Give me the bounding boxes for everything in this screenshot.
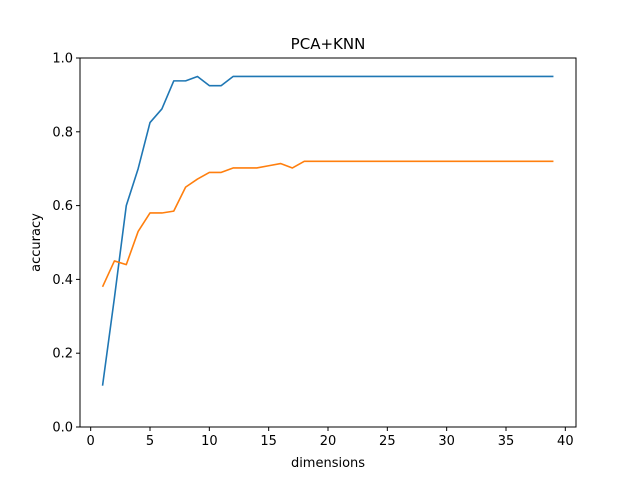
x-tick-label: 15 <box>260 434 277 449</box>
series-2-line <box>101 160 554 288</box>
y-tick-label: 0.6 <box>52 199 73 214</box>
series-1-line <box>101 75 554 386</box>
x-ticks: 0 5 10 15 20 25 30 35 40 <box>87 427 574 449</box>
plot-area <box>101 75 554 386</box>
x-axis-label: dimensions <box>291 456 365 471</box>
y-tick-label: 0.8 <box>52 125 73 140</box>
x-tick-label: 0 <box>87 434 95 449</box>
x-tick-label: 10 <box>201 434 218 449</box>
x-tick-label: 40 <box>557 434 574 449</box>
x-tick-label: 35 <box>498 434 515 449</box>
y-tick-label: 0.4 <box>52 273 73 288</box>
y-tick-label: 1.0 <box>52 52 73 67</box>
plot-frame <box>79 57 577 428</box>
y-tick-label: 0.2 <box>52 347 73 362</box>
y-axis-label: accuracy <box>29 213 44 272</box>
chart-title: PCA+KNN <box>291 35 366 53</box>
x-tick-label: 5 <box>146 434 154 449</box>
y-ticks: 0.0 0.2 0.4 0.6 0.8 1.0 <box>52 52 80 436</box>
x-tick-label: 25 <box>379 434 396 449</box>
y-tick-label: 0.0 <box>52 421 73 436</box>
x-tick-label: 30 <box>438 434 455 449</box>
x-tick-label: 20 <box>320 434 337 449</box>
